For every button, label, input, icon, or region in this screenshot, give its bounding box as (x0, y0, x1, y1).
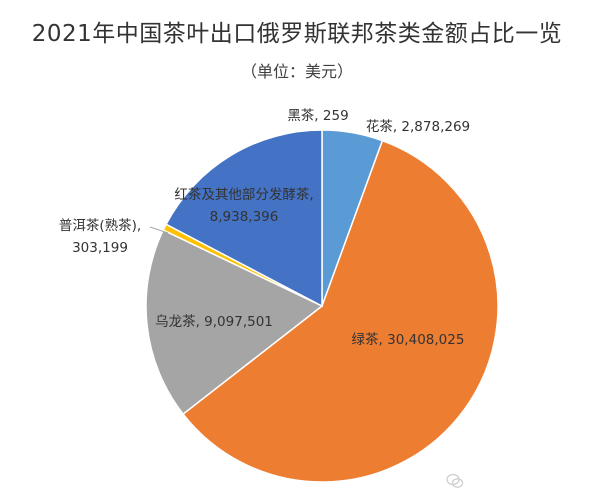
slice-label: 普洱茶(熟茶), 303,199 (59, 218, 141, 256)
slice-label: 红茶及其他部分发酵茶, 8,938,396 (174, 187, 313, 225)
chart-subtitle: （单位：美元） (240, 62, 353, 81)
slice-label: 绿茶, 30,408,025 (352, 332, 465, 348)
watermark-text: 中农促茶产业委员会 (468, 475, 586, 490)
pie-slice (182, 139, 499, 483)
leader-line (149, 226, 169, 234)
pie-slice (165, 129, 323, 308)
chart-title: 2021年中国茶叶出口俄罗斯联邦茶类金额占比一览 (31, 21, 563, 47)
wechat-icon (446, 473, 464, 488)
slice-label: 黑茶, 259 (287, 108, 348, 124)
watermark: 中农促茶产业委员会 (446, 471, 586, 490)
pie-slice (145, 229, 324, 416)
slice-label: 花茶, 2,878,269 (366, 119, 470, 135)
slice-label: 乌龙茶, 9,097,501 (155, 314, 273, 330)
